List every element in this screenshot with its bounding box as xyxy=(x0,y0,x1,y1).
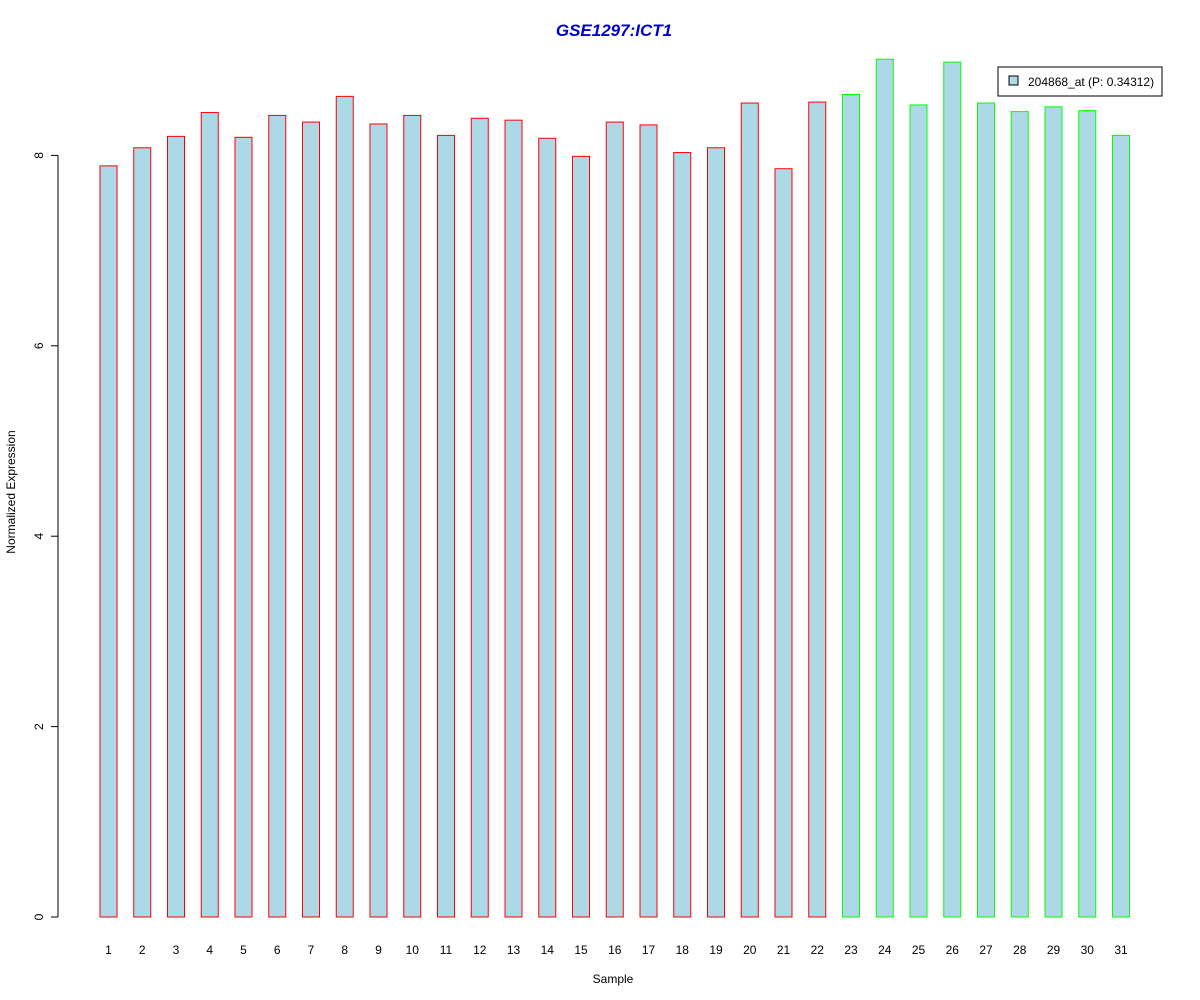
bar-sample-29 xyxy=(1044,106,1063,918)
bar-sample-9 xyxy=(369,123,388,918)
bar-sample-7 xyxy=(302,121,320,918)
x-tick-label: 28 xyxy=(1013,943,1027,957)
x-tick-label: 1 xyxy=(105,943,112,957)
x-tick-label: 4 xyxy=(206,943,213,957)
legend-box xyxy=(997,66,1163,97)
x-tick-labels: 1 2 3 4 5 6 7 8 9 10 11 12 13 14 15 16 17 18 19 20 21 22 23 24 2… xyxy=(105,943,1128,957)
y-tick-label: 0 xyxy=(32,913,46,920)
x-tick-label: 27 xyxy=(979,943,993,957)
x-tick-label: 18 xyxy=(676,943,690,957)
y-tick-label: 6 xyxy=(32,342,46,349)
x-tick-label: 12 xyxy=(473,943,487,957)
bar-sample-10 xyxy=(403,114,422,918)
bar-sample-28 xyxy=(1010,111,1029,918)
bar-sample-5 xyxy=(234,136,253,918)
x-tick-label: 29 xyxy=(1047,943,1061,957)
x-tick-label: 17 xyxy=(642,943,656,957)
bar-sample-22 xyxy=(808,101,827,918)
bar-sample-8 xyxy=(335,95,354,918)
bar-sample-31 xyxy=(1112,134,1130,918)
x-tick-label: 6 xyxy=(274,943,281,957)
x-tick-label: 8 xyxy=(341,943,348,957)
x-tick-label: 14 xyxy=(541,943,555,957)
bar-sample-20 xyxy=(740,102,759,918)
bar-sample-19 xyxy=(707,147,725,918)
bar-sample-25 xyxy=(909,104,928,918)
x-tick-label: 11 xyxy=(440,943,453,957)
y-tick-label: 4 xyxy=(32,533,46,540)
bar-sample-21 xyxy=(774,168,793,918)
legend-swatch xyxy=(1008,75,1019,86)
bar-sample-14 xyxy=(538,137,557,918)
y-axis-label: Normalized Expression xyxy=(4,430,18,553)
bar-sample-13 xyxy=(504,119,523,918)
bar-sample-6 xyxy=(268,114,287,918)
x-tick-label: 19 xyxy=(709,943,723,957)
bar-sample-12 xyxy=(470,117,489,918)
x-tick-label: 22 xyxy=(811,943,825,957)
y-tick-label: 2 xyxy=(32,723,46,730)
x-tick-label: 9 xyxy=(375,943,382,957)
x-tick-label: 2 xyxy=(139,943,146,957)
x-tick-label: 10 xyxy=(406,943,420,957)
x-tick-label: 16 xyxy=(608,943,622,957)
x-tick-label: 3 xyxy=(173,943,180,957)
x-tick-label: 24 xyxy=(878,943,892,957)
x-tick-label: 21 xyxy=(777,943,791,957)
bar-sample-16 xyxy=(605,121,624,918)
y-tick-label: 8 xyxy=(32,152,46,159)
x-tick-label: 31 xyxy=(1114,943,1128,957)
bar-sample-15 xyxy=(572,155,590,918)
legend: 204868_at (P: 0.34312) xyxy=(997,66,1163,97)
x-tick-label: 23 xyxy=(844,943,858,957)
x-tick-label: 13 xyxy=(507,943,521,957)
x-axis-label: Sample xyxy=(593,972,634,986)
x-tick-label: 15 xyxy=(574,943,588,957)
bar-sample-17 xyxy=(639,124,658,918)
bar-sample-18 xyxy=(673,152,692,918)
bar-sample-26 xyxy=(943,61,962,918)
bar-sample-3 xyxy=(167,135,185,918)
x-tick-label: 25 xyxy=(912,943,926,957)
bar-sample-23 xyxy=(842,93,860,918)
y-axis: 0 2 4 6 8 xyxy=(32,152,59,920)
bar-sample-30 xyxy=(1078,110,1097,918)
bar-sample-4 xyxy=(200,112,219,918)
bar-sample-1 xyxy=(99,165,118,918)
legend-label: 204868_at (P: 0.34312) xyxy=(1028,75,1154,89)
bar-sample-2 xyxy=(133,147,152,918)
x-tick-label: 26 xyxy=(946,943,960,957)
bar-sample-27 xyxy=(977,102,995,918)
bars-group xyxy=(99,58,1130,918)
x-tick-label: 20 xyxy=(743,943,757,957)
x-tick-label: 5 xyxy=(240,943,247,957)
bar-sample-11 xyxy=(437,134,455,918)
chart-title: GSE1297:ICT1 xyxy=(556,21,672,40)
x-tick-label: 30 xyxy=(1081,943,1095,957)
x-tick-label: 7 xyxy=(308,943,315,957)
bar-sample-24 xyxy=(875,58,894,918)
